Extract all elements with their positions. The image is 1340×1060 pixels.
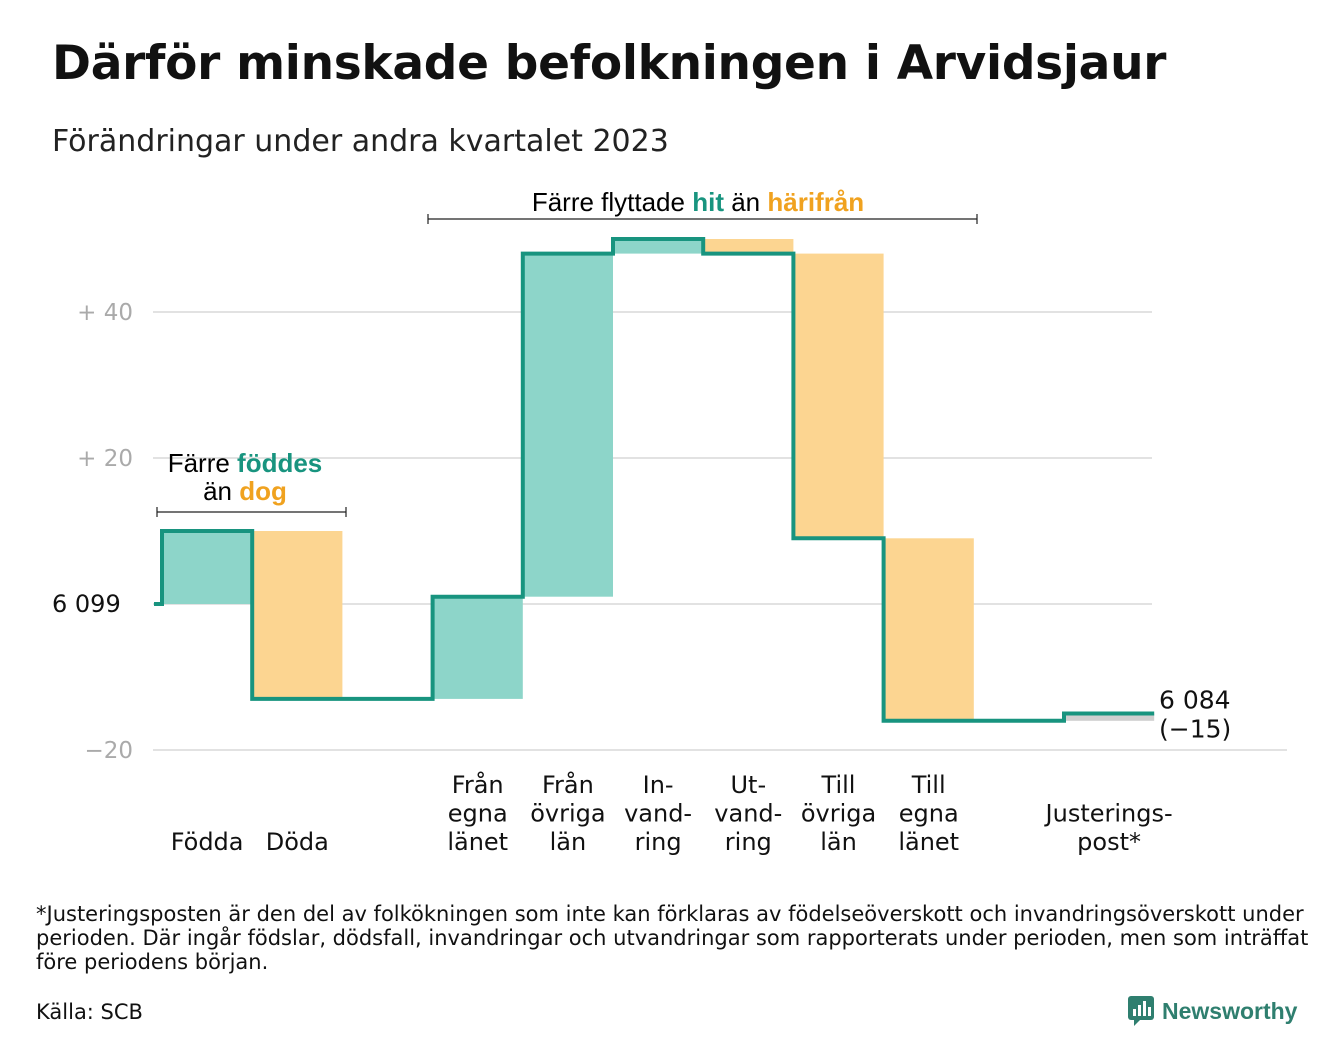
chart-title: Därför minskade befolkningen i Arvidsjau…: [52, 36, 1167, 91]
category-label: Ut-: [730, 771, 766, 799]
category-label: vand-: [624, 800, 692, 828]
bar: [703, 239, 794, 254]
bar: [613, 239, 704, 254]
category-label: Till: [911, 771, 946, 799]
category-label: Från: [542, 770, 594, 799]
bar: [162, 531, 253, 604]
newsworthy-logo-icon: [1128, 996, 1154, 1026]
end-change-label: (−15): [1159, 715, 1231, 744]
bar: [522, 253, 613, 597]
category-label: länet: [447, 828, 508, 856]
category-label: post*: [1077, 828, 1141, 856]
chart-subtitle: Förändringar under andra kvartalet 2023: [52, 124, 669, 159]
bar: [432, 596, 523, 699]
footnote: *Justeringsposten är den del av folkökni…: [36, 902, 1309, 974]
bar: [252, 531, 343, 699]
y-tick-label: + 40: [77, 300, 133, 326]
bar: [1064, 713, 1155, 721]
category-label: ring: [635, 828, 682, 856]
category-label: övriga: [530, 800, 605, 828]
bar: [883, 538, 974, 721]
brand-name: Newsworthy: [1162, 997, 1298, 1024]
source-note: Källa: SCB: [36, 1000, 143, 1024]
category-label: In-: [643, 771, 674, 799]
category-label: Döda: [266, 828, 329, 856]
migration-annotation: Färre flyttade hit än härifrån: [532, 187, 864, 217]
category-label: övriga: [801, 800, 876, 828]
y-tick-label: + 20: [77, 446, 133, 472]
births-annotation-line2: än dog: [203, 476, 287, 506]
category-label: län: [550, 828, 587, 856]
category-label: länet: [898, 828, 959, 856]
brand-logo: Newsworthy: [1128, 996, 1297, 1026]
end-value-label: 6 084: [1159, 686, 1231, 715]
cumulative-step-line: [154, 237, 1155, 723]
bar: [793, 253, 884, 539]
category-label: egna: [448, 800, 508, 828]
category-label: ring: [725, 828, 772, 856]
births-annotation-line1: Färre föddes: [168, 448, 323, 478]
category-label: vand-: [714, 800, 782, 828]
y-tick-label: −20: [84, 738, 133, 764]
category-label: Från: [452, 770, 504, 799]
category-label: Födda: [171, 828, 244, 856]
category-label: Justerings-: [1044, 800, 1173, 828]
category-label: egna: [899, 800, 959, 828]
category-label: län: [820, 828, 857, 856]
start-value-label: 6 099: [52, 590, 121, 618]
category-label: Till: [821, 771, 856, 799]
